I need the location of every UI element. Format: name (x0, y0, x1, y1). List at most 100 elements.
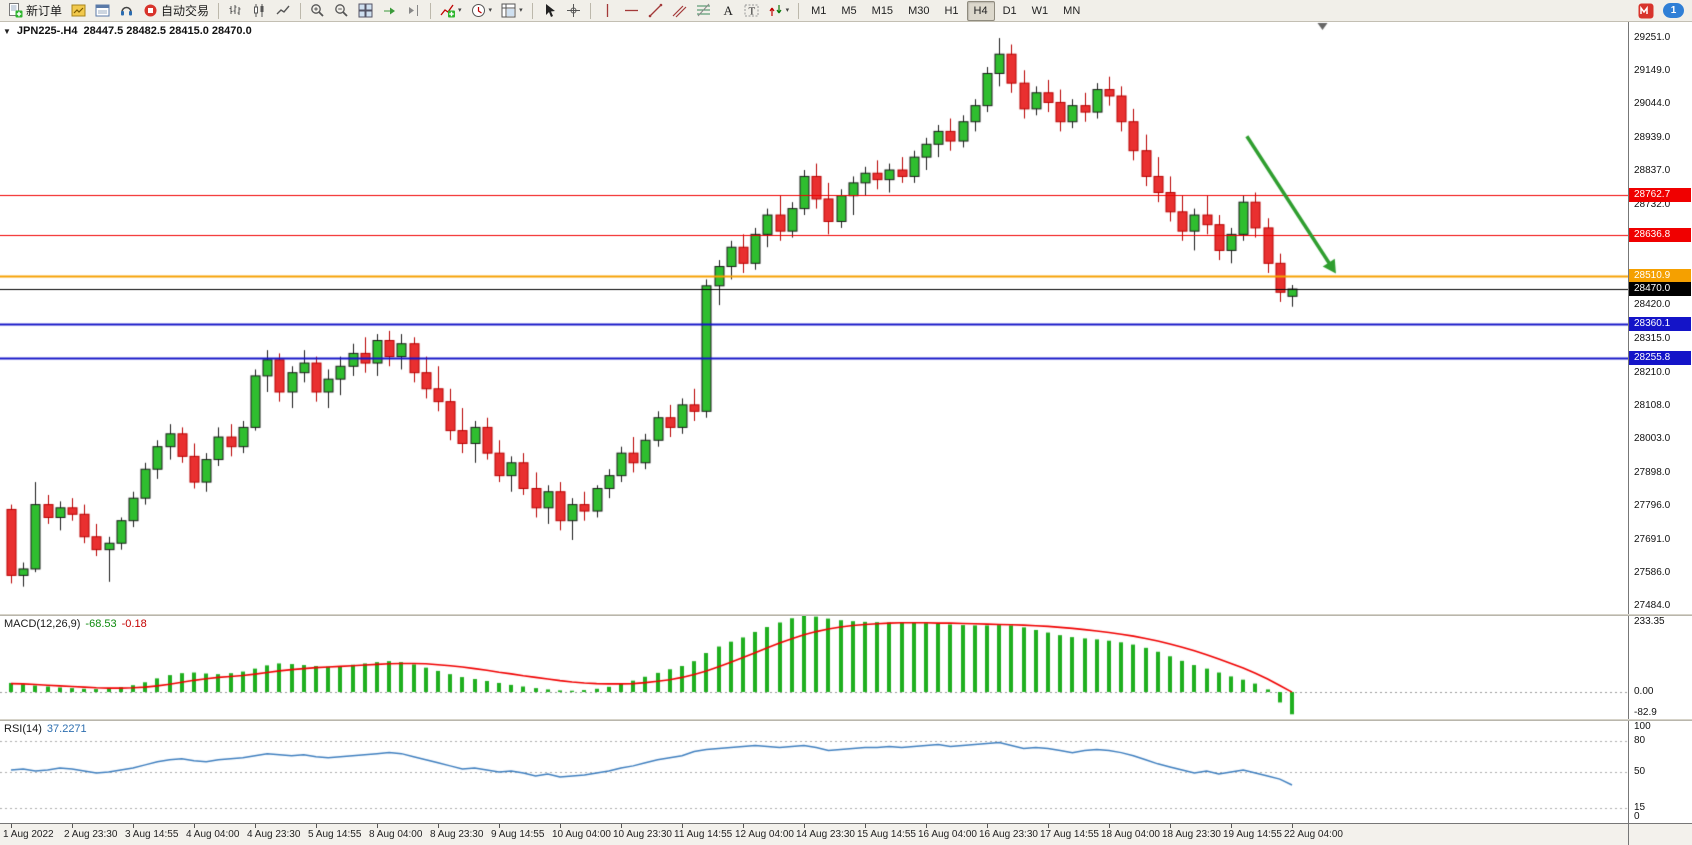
price-level-badge: 28360.1 (1629, 317, 1691, 332)
pane-splitter[interactable] (0, 719, 1692, 721)
toolbar-separator (218, 2, 220, 19)
templates-dropdown[interactable]: ▾ (497, 1, 527, 21)
time-axis-label: 10 Aug 23:30 (613, 829, 672, 840)
time-tick-mark (1109, 824, 1110, 828)
timeframe-m1-button[interactable]: M1 (811, 4, 827, 17)
timeframe-w1-button[interactable]: W1 (1031, 4, 1049, 17)
line-chart-icon (276, 5, 290, 15)
vertical-line-icon (606, 4, 608, 17)
timeframe-mn-button[interactable]: MN (1063, 4, 1081, 17)
indicator-tick-label: -82.9 (1634, 707, 1657, 718)
time-tick-mark (682, 824, 683, 828)
time-axis-label: 8 Aug 04:00 (369, 829, 423, 840)
horizontal-line-icon (624, 9, 638, 12)
price-tick-label: 29251.0 (1634, 31, 1671, 43)
time-tick-mark (316, 824, 317, 828)
autotrading-button[interactable]: 自动交易 (139, 1, 213, 21)
price-tick-label: 28210.0 (1634, 366, 1671, 378)
equidistant-channel-button[interactable] (668, 1, 691, 21)
crosshair-button[interactable] (562, 1, 585, 21)
text-button[interactable]: A (716, 1, 739, 21)
arrows-dropdown[interactable]: ▾ (764, 1, 794, 21)
notifications-badge[interactable]: 1 (1663, 3, 1684, 18)
data-window-button[interactable] (91, 1, 114, 21)
chart-shift-button[interactable] (402, 1, 425, 21)
toolbar-separator (300, 2, 302, 19)
bar-chart-button[interactable] (224, 1, 247, 21)
line-chart-button[interactable] (272, 1, 295, 21)
support-button[interactable] (115, 1, 138, 21)
time-tick-mark (560, 824, 561, 828)
new-order-button[interactable]: 新订单 (4, 1, 66, 21)
timeframe-m5-button[interactable]: M5 (841, 4, 857, 17)
price-tick-label: 27586.0 (1634, 567, 1671, 579)
time-axis-label: 9 Aug 14:55 (491, 829, 545, 840)
toolbar-separator (589, 2, 591, 19)
time-axis-label: 17 Aug 14:55 (1040, 829, 1099, 840)
auto-scroll-button[interactable] (378, 1, 401, 21)
time-tick-mark (1231, 824, 1232, 828)
time-axis-label: 2 Aug 23:30 (64, 829, 118, 840)
current-price-badge: 28470.0 (1629, 282, 1691, 297)
dropdown-caret-icon: ▾ (785, 6, 790, 14)
rsi-axis[interactable]: 100 80 50 15 0 (1628, 721, 1692, 823)
candlestick-chart-button[interactable] (248, 1, 271, 21)
time-tick-mark (255, 824, 256, 828)
text-label-button[interactable]: T (740, 1, 763, 21)
price-level-badge: 28636.8 (1629, 228, 1691, 243)
arrows-icon (769, 5, 782, 16)
tile-windows-button[interactable] (354, 1, 377, 21)
rsi-pane: 100 80 50 15 0 RSI(14) 37.2271 (0, 721, 1692, 823)
zoom-in-button[interactable] (306, 1, 329, 21)
timeframe-h4-button[interactable]: H4 (966, 0, 995, 21)
horizontal-line-button[interactable] (620, 1, 643, 21)
timeframe-d1-button[interactable]: D1 (1002, 4, 1017, 17)
new-order-label: 新订单 (26, 4, 63, 18)
price-tick-label: 28939.0 (1634, 132, 1671, 144)
tile-windows-icon (358, 3, 373, 18)
price-tick-label: 28003.0 (1634, 433, 1671, 445)
price-tick-label: 29044.0 (1634, 98, 1671, 110)
indicators-icon (440, 4, 456, 18)
cursor-button[interactable] (538, 1, 561, 21)
indicator-tick-label: 15 (1634, 801, 1646, 813)
time-axis[interactable]: 1 Aug 2022 2 Aug 23:30 3 Aug 14:55 4 Aug 04… (0, 823, 1692, 845)
text-icon: A (723, 3, 733, 18)
time-tick-mark (865, 824, 866, 828)
market-watch-icon (71, 4, 86, 17)
time-axis-labels: 1 Aug 2022 2 Aug 23:30 3 Aug 14:55 4 Aug 04… (0, 823, 1628, 845)
vertical-line-button[interactable] (596, 1, 619, 21)
indicator-tick-label: 0.00 (1634, 686, 1654, 698)
time-axis-label: 19 Aug 14:55 (1223, 829, 1282, 840)
main-toolbar: 新订单 自动交易 (0, 0, 1692, 22)
time-tick-mark (377, 824, 378, 828)
trendline-icon (648, 3, 662, 18)
macd-axis[interactable]: 233.35 0.00 -82.9 (1628, 616, 1692, 719)
zoom-out-button[interactable] (330, 1, 353, 21)
main-chart-canvas[interactable] (0, 22, 1628, 614)
price-axis[interactable]: 29251.0 29149.0 29044.0 28939.0 28837.0 28732… (1628, 22, 1692, 614)
time-axis-label: 16 Aug 23:30 (979, 829, 1038, 840)
indicators-dropdown[interactable]: ▾ (436, 1, 466, 21)
pane-splitter[interactable] (0, 614, 1692, 616)
main-chart-pane: 29251.0 29149.0 29044.0 28939.0 28837.0 28732… (0, 22, 1692, 614)
time-axis-label: 3 Aug 14:55 (125, 829, 179, 840)
timeframe-h1-button[interactable]: H1 (944, 4, 959, 17)
time-tick-mark (926, 824, 927, 828)
price-tick-label: 27898.0 (1634, 467, 1671, 479)
time-axis-label: 18 Aug 04:00 (1101, 829, 1160, 840)
new-order-icon (9, 3, 23, 18)
time-tick-mark (11, 824, 12, 828)
fibonacci-button[interactable] (692, 1, 715, 21)
price-tick-label: 28315.0 (1634, 332, 1671, 344)
mql5-community-button[interactable] (1634, 1, 1658, 21)
time-axis-label: 22 Aug 04:00 (1284, 829, 1343, 840)
rsi-canvas[interactable] (0, 721, 1628, 823)
periods-dropdown[interactable]: ▾ (467, 1, 497, 21)
trendline-button[interactable] (644, 1, 667, 21)
text-label-icon: T (744, 4, 759, 18)
macd-canvas[interactable] (0, 616, 1628, 719)
timeframe-m15-button[interactable]: M15 (871, 4, 894, 17)
market-watch-button[interactable] (67, 1, 90, 21)
timeframe-m30-button[interactable]: M30 (908, 4, 930, 17)
